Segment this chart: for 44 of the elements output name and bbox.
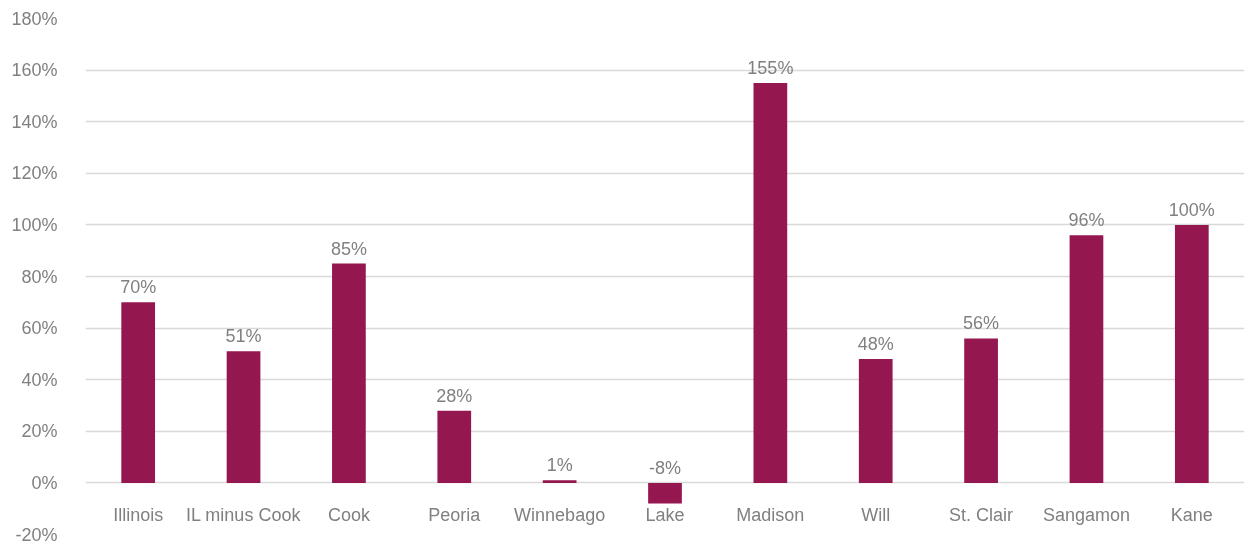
- data-label: -8%: [649, 457, 682, 478]
- x-tick-label: Kane: [1170, 504, 1213, 525]
- y-tick-label: 60%: [21, 318, 58, 339]
- data-label: 56%: [963, 313, 1000, 334]
- bar: [1174, 224, 1209, 483]
- bar: [753, 83, 788, 483]
- y-tick-label: 20%: [21, 421, 58, 442]
- y-tick-label: 100%: [11, 214, 58, 235]
- y-tick-label: 140%: [11, 111, 58, 132]
- bar: [858, 359, 893, 483]
- x-tick-label: IL minus Cook: [186, 504, 302, 525]
- x-tick-label: Sangamon: [1042, 504, 1130, 525]
- bar: [648, 482, 682, 504]
- y-tick-label: 0%: [31, 472, 58, 493]
- x-tick-label: Cook: [327, 504, 371, 525]
- x-tick-label: Lake: [645, 504, 685, 525]
- data-label: 51%: [225, 326, 262, 347]
- y-tick-label: 160%: [11, 60, 58, 81]
- bar: [964, 338, 998, 483]
- y-tick-label: 80%: [21, 266, 58, 287]
- data-label: 70%: [120, 277, 157, 298]
- bar: [226, 351, 261, 483]
- data-label: 85%: [330, 238, 367, 259]
- x-tick-label: Madison: [736, 504, 805, 525]
- y-tick-label: 120%: [11, 163, 58, 184]
- x-tick-label: Peoria: [428, 504, 482, 525]
- data-label: 1%: [546, 455, 573, 476]
- bar: [542, 480, 577, 483]
- data-label: 155%: [747, 58, 794, 78]
- bar: [437, 410, 472, 483]
- y-tick-label: -20%: [15, 524, 58, 545]
- data-label: 100%: [1168, 199, 1215, 220]
- data-label: 28%: [436, 385, 473, 406]
- bar: [1069, 235, 1104, 483]
- data-label: 96%: [1068, 210, 1105, 231]
- data-label: 48%: [857, 334, 894, 355]
- y-tick-label: 40%: [21, 369, 58, 390]
- bar: [121, 302, 156, 483]
- x-tick-label: Winnebago: [514, 504, 606, 525]
- y-tick-label: 180%: [11, 8, 58, 29]
- bar: [332, 263, 366, 483]
- x-tick-label: Illinois: [113, 504, 164, 525]
- x-tick-label: St. Clair: [949, 504, 1014, 525]
- x-tick-label: Will: [861, 504, 891, 525]
